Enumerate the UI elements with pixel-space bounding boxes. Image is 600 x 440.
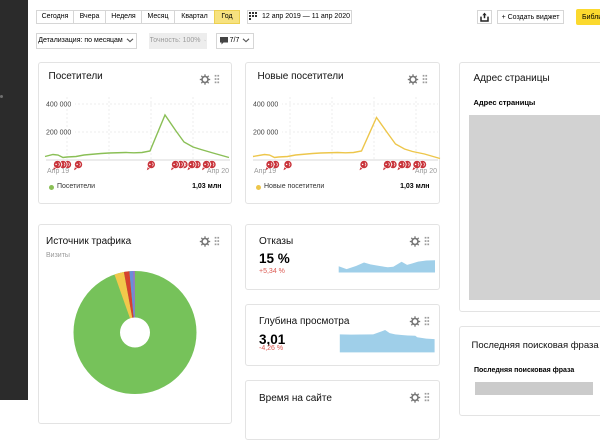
svg-text:200 000: 200 000 <box>46 130 71 137</box>
svg-text:200 000: 200 000 <box>253 130 278 137</box>
svg-text:400 000: 400 000 <box>46 102 71 109</box>
svg-text:Апр 20: Апр 20 <box>207 168 229 175</box>
svg-text:Апр 19: Апр 19 <box>254 168 276 175</box>
svg-text:Апр 20: Апр 20 <box>415 168 437 175</box>
svg-text:Апр 19: Апр 19 <box>47 168 69 175</box>
svg-text:400 000: 400 000 <box>253 102 278 109</box>
